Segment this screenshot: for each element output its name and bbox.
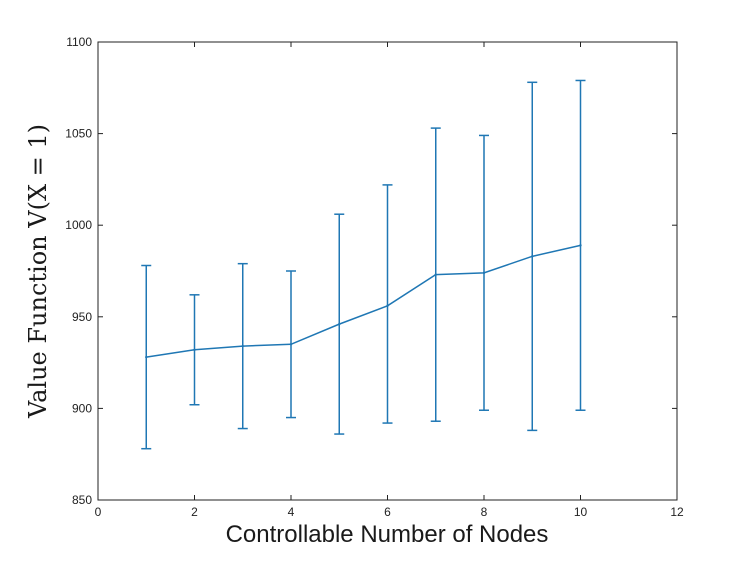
x-tick-label: 4 [288,505,295,519]
x-tick-label: 10 [574,505,588,519]
x-tick-label: 2 [191,505,198,519]
x-tick-label: 0 [95,505,102,519]
y-tick-label: 900 [72,401,92,415]
data-point [531,255,534,258]
data-point [145,355,148,359]
data-point [338,322,341,326]
y-tick-label: 950 [72,310,92,324]
data-point [482,271,486,275]
data-point [193,348,196,351]
y-axis-label: Value Function V(X = 1) [24,124,52,419]
x-axis-label: Controllable Number of Nodes [226,521,549,548]
data-point [579,244,582,247]
data-point [289,343,293,346]
series-layer [141,79,586,450]
series-line [146,244,581,358]
y-tick-label: 1050 [65,127,92,141]
data-point [434,273,437,276]
x-tick-label: 8 [481,505,488,519]
x-tick-label: 6 [384,505,391,519]
y-tick-label: 850 [72,493,92,507]
data-point [241,344,244,348]
x-axis: 0 2 4 6 8 10 12 [95,42,684,519]
y-tick-label: 1000 [65,218,92,232]
y-tick-label: 1100 [66,35,92,49]
data-point [386,304,389,308]
y-axis: 850 900 950 1000 1050 1100 [65,35,677,507]
x-tick-label: 12 [670,505,684,519]
